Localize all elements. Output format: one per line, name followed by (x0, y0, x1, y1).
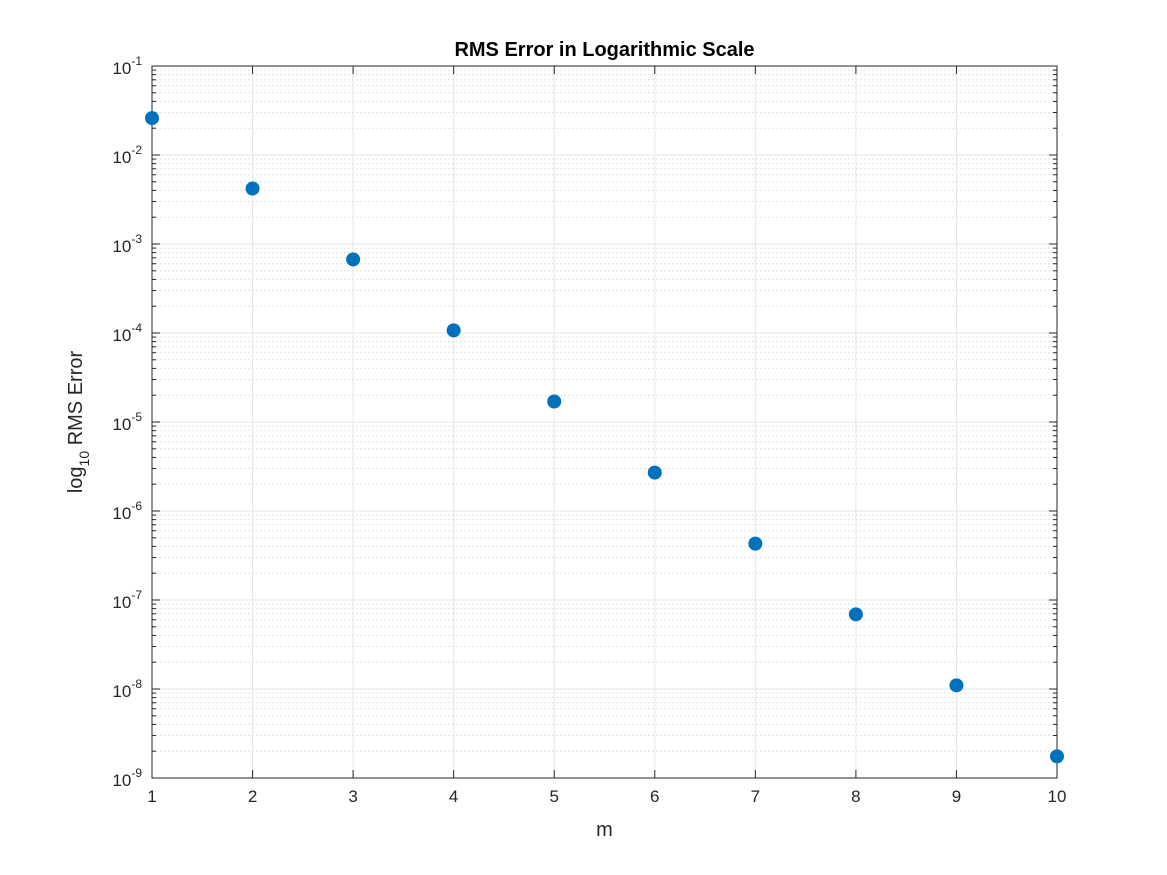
data-point (949, 678, 964, 693)
x-tick-labels: 1 2 3 4 5 6 7 8 9 10 (147, 787, 1066, 806)
x-tick-label: 7 (751, 787, 760, 806)
y-tick-label-base: 10 (112, 59, 131, 78)
x-tick-label: 5 (549, 787, 558, 806)
y-tick-label-base: 10 (112, 148, 131, 167)
data-point (1050, 749, 1064, 764)
chart-title: RMS Error in Logarithmic Scale (454, 39, 754, 61)
y-tick-label: 10-3 (112, 232, 142, 256)
y-tick-label: 10-9 (112, 766, 142, 790)
y-axis-label-subscript: 10 (76, 451, 92, 467)
data-point (547, 394, 562, 409)
data-point (748, 536, 763, 551)
y-tick-label-exponent: -3 (131, 232, 142, 246)
y-tick-label-exponent: -8 (131, 677, 142, 691)
y-tick-label: 10-4 (112, 321, 142, 345)
y-tick-label-base: 10 (112, 771, 131, 790)
data-point (245, 181, 260, 196)
y-tick-label: 10-5 (112, 410, 142, 434)
y-tick-label: 10-8 (112, 677, 142, 701)
data-point (346, 252, 361, 267)
x-tick-label: 8 (851, 787, 860, 806)
y-tick-label: 10-7 (112, 588, 142, 612)
y-tick-label-exponent: -2 (131, 143, 142, 157)
y-tick-label-exponent: -9 (131, 766, 142, 780)
y-tick-label-exponent: -5 (131, 410, 142, 424)
x-tick-label: 1 (147, 787, 156, 806)
y-tick-label-exponent: -7 (131, 588, 142, 602)
data-point (848, 607, 863, 622)
y-axis-label-suffix: RMS Error (65, 351, 87, 451)
y-tick-label-base: 10 (112, 593, 131, 612)
y-tick-label-base: 10 (112, 237, 131, 256)
minor-grid (152, 69, 1057, 752)
data-points (145, 111, 1064, 764)
data-point (145, 111, 159, 126)
tick-marks (151, 65, 1058, 779)
y-axis-label: log10 RMS Error (65, 351, 92, 494)
y-tick-label: 10-2 (112, 143, 142, 167)
y-tick-labels: 10-910-810-710-610-510-410-310-210-1 (112, 54, 142, 790)
x-tick-label: 3 (348, 787, 357, 806)
x-axis-label: m (596, 819, 613, 841)
x-tick-label: 2 (248, 787, 257, 806)
x-tick-label: 4 (449, 787, 458, 806)
y-tick-label-base: 10 (112, 415, 131, 434)
data-point (647, 465, 662, 480)
data-point (446, 323, 461, 338)
x-tick-label: 6 (650, 787, 659, 806)
y-tick-label-exponent: -6 (131, 499, 142, 513)
y-axis-label-prefix: log (65, 466, 87, 493)
x-tick-label: 10 (1048, 787, 1067, 806)
x-tick-label: 9 (952, 787, 961, 806)
y-tick-label-base: 10 (112, 682, 131, 701)
y-tick-label-exponent: -1 (131, 54, 142, 68)
y-tick-label-base: 10 (112, 504, 131, 523)
y-tick-label: 10-1 (112, 54, 142, 78)
y-tick-label-base: 10 (112, 326, 131, 345)
y-tick-label-exponent: -4 (131, 321, 142, 335)
y-tick-label: 10-6 (112, 499, 142, 523)
